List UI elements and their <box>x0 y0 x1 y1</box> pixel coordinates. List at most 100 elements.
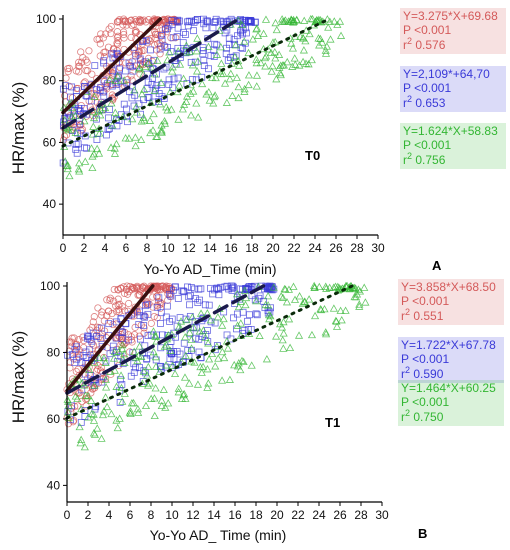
data-point <box>261 300 270 309</box>
data-point <box>277 292 286 300</box>
data-point <box>225 375 234 383</box>
data-point <box>240 286 249 294</box>
data-point <box>188 313 197 321</box>
data-point <box>184 22 192 30</box>
data-point <box>176 350 184 358</box>
data-point <box>128 283 137 292</box>
regression-line <box>65 284 354 420</box>
data-point <box>240 87 249 95</box>
data-point <box>204 87 213 96</box>
data-point <box>141 401 151 410</box>
data-point <box>147 319 155 327</box>
data-point <box>177 358 186 366</box>
data-point <box>126 16 135 25</box>
data-point <box>361 298 370 306</box>
data-point <box>155 367 164 375</box>
legend-highlight <box>400 66 506 112</box>
data-point <box>71 392 80 400</box>
data-point <box>306 14 315 23</box>
r-squared: r2 0.756 <box>403 151 446 167</box>
data-point <box>88 70 96 78</box>
data-point <box>84 413 93 421</box>
data-point <box>147 46 154 54</box>
data-point <box>201 333 210 341</box>
data-point <box>95 129 104 137</box>
regression-line <box>61 17 162 115</box>
data-point <box>153 292 161 300</box>
data-point <box>333 20 342 28</box>
data-point <box>246 311 253 319</box>
data-point <box>133 404 142 413</box>
data-point <box>252 296 261 305</box>
data-point <box>110 366 119 374</box>
data-point <box>101 358 110 366</box>
data-point <box>110 347 119 356</box>
data-point <box>110 144 119 152</box>
data-point <box>164 399 173 407</box>
data-point <box>188 76 196 84</box>
data-point <box>198 79 207 88</box>
data-point <box>144 93 152 101</box>
data-point <box>137 335 144 343</box>
data-point <box>157 401 166 410</box>
data-point <box>142 302 149 310</box>
data-point <box>181 332 190 341</box>
data-point <box>187 344 196 352</box>
data-point <box>68 334 76 342</box>
data-point <box>113 348 121 356</box>
data-point <box>261 15 271 23</box>
data-point <box>117 328 125 335</box>
data-point <box>136 308 143 316</box>
data-point <box>253 311 261 319</box>
data-point <box>87 409 96 417</box>
data-point <box>194 113 203 121</box>
data-point <box>110 285 118 294</box>
data-point <box>100 92 108 100</box>
data-point <box>304 59 313 68</box>
data-point <box>235 61 244 69</box>
data-point <box>140 116 149 124</box>
data-point <box>211 73 220 82</box>
x-tick-label: 2 <box>85 508 92 522</box>
data-point <box>130 331 139 339</box>
data-point <box>77 48 85 56</box>
data-point <box>233 325 240 333</box>
data-point <box>100 59 108 67</box>
data-point <box>331 316 340 325</box>
data-point <box>180 389 189 398</box>
data-point <box>184 18 191 26</box>
data-point <box>128 21 136 29</box>
data-point <box>73 149 81 157</box>
data-point <box>149 109 158 118</box>
data-point <box>269 283 278 291</box>
data-point <box>157 78 166 86</box>
data-point <box>262 355 271 363</box>
data-point <box>139 85 149 93</box>
data-point <box>93 323 102 331</box>
data-point <box>86 346 94 354</box>
data-point <box>246 17 253 24</box>
data-point <box>81 157 90 165</box>
x-tick-label: 8 <box>148 508 155 522</box>
data-point <box>140 322 147 329</box>
data-point <box>310 311 320 320</box>
data-point <box>124 336 132 344</box>
data-point <box>105 307 113 315</box>
data-point <box>77 418 85 426</box>
data-point <box>195 327 204 335</box>
data-point <box>168 21 176 28</box>
data-point <box>330 17 339 25</box>
data-point <box>341 306 350 314</box>
x-tick-label: 26 <box>333 508 347 522</box>
data-point <box>279 61 289 69</box>
data-point <box>150 86 159 94</box>
data-point <box>336 31 346 39</box>
data-point <box>116 63 124 72</box>
data-point <box>252 82 261 90</box>
x-tick-label: 0 <box>64 508 71 522</box>
data-point <box>161 43 169 51</box>
data-point <box>120 389 129 397</box>
data-point <box>159 385 168 393</box>
data-point <box>195 285 203 293</box>
data-point <box>174 388 183 396</box>
